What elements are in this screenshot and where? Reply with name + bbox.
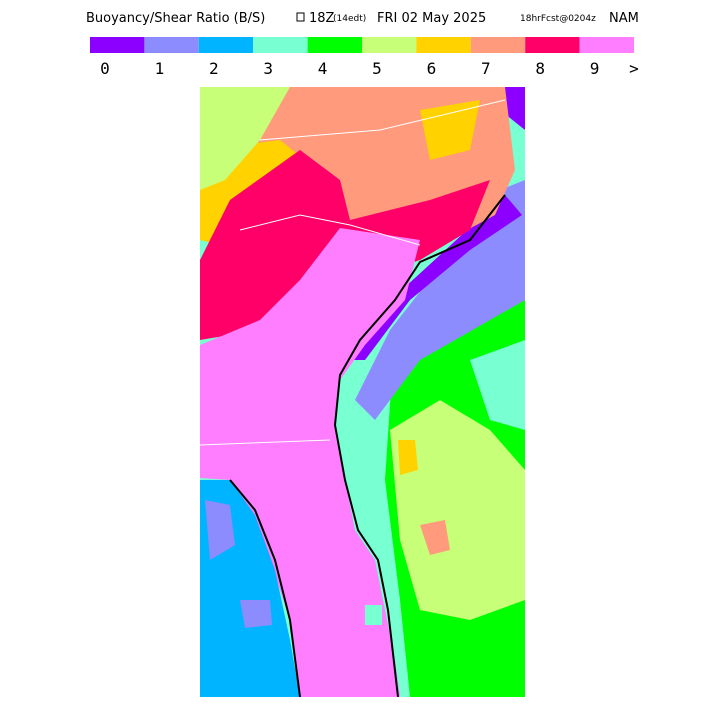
legend-swatch: [525, 37, 580, 53]
legend-swatch: [198, 37, 254, 53]
legend-label: 6: [427, 59, 437, 78]
date: FRI 02 May 2025: [377, 11, 486, 26]
state-border: [259, 99, 506, 141]
legend-swatch: [253, 37, 308, 53]
region: [200, 228, 420, 697]
legend-swatch: [416, 37, 471, 53]
forecast: 18hrFcst@0204z: [520, 14, 596, 24]
region: [420, 520, 450, 555]
legend: 0 1 2 3 4 5 6 7 8 9 >: [90, 37, 639, 78]
legend-label: 5: [372, 59, 382, 78]
legend-swatch: [307, 37, 362, 53]
region: [240, 600, 272, 628]
map: [200, 87, 525, 697]
time: 18Z: [309, 11, 335, 26]
model: NAM: [609, 11, 639, 26]
state-border: [200, 439, 331, 446]
region: [205, 500, 235, 560]
legend-swatch: [470, 37, 526, 53]
legend-swatch: [579, 37, 634, 53]
title-icon: [296, 12, 305, 22]
region: [345, 195, 522, 360]
title: Buoyancy/Shear Ratio (B/S): [86, 11, 265, 26]
region: [420, 100, 480, 160]
coastline: [229, 479, 301, 697]
legend-label: 0: [100, 59, 110, 78]
legend-label: 3: [263, 59, 273, 78]
local-time: (14edt): [333, 14, 366, 24]
legend-label: 9: [590, 59, 600, 78]
region: [470, 340, 525, 430]
region: [200, 87, 290, 190]
legend-label: >: [629, 59, 639, 78]
coastline: [333, 194, 506, 697]
region: [390, 400, 525, 620]
region: [365, 605, 382, 625]
legend-swatch: [362, 37, 417, 53]
legend-label: 1: [155, 59, 165, 78]
legend-swatch: [144, 37, 199, 53]
legend-label: 8: [535, 59, 545, 78]
state-border: [239, 214, 421, 246]
legend-swatch: [90, 37, 145, 53]
legend-label: 7: [481, 59, 491, 78]
legend-label: 2: [209, 59, 219, 78]
region: [398, 440, 418, 475]
legend-label: 4: [318, 59, 328, 78]
